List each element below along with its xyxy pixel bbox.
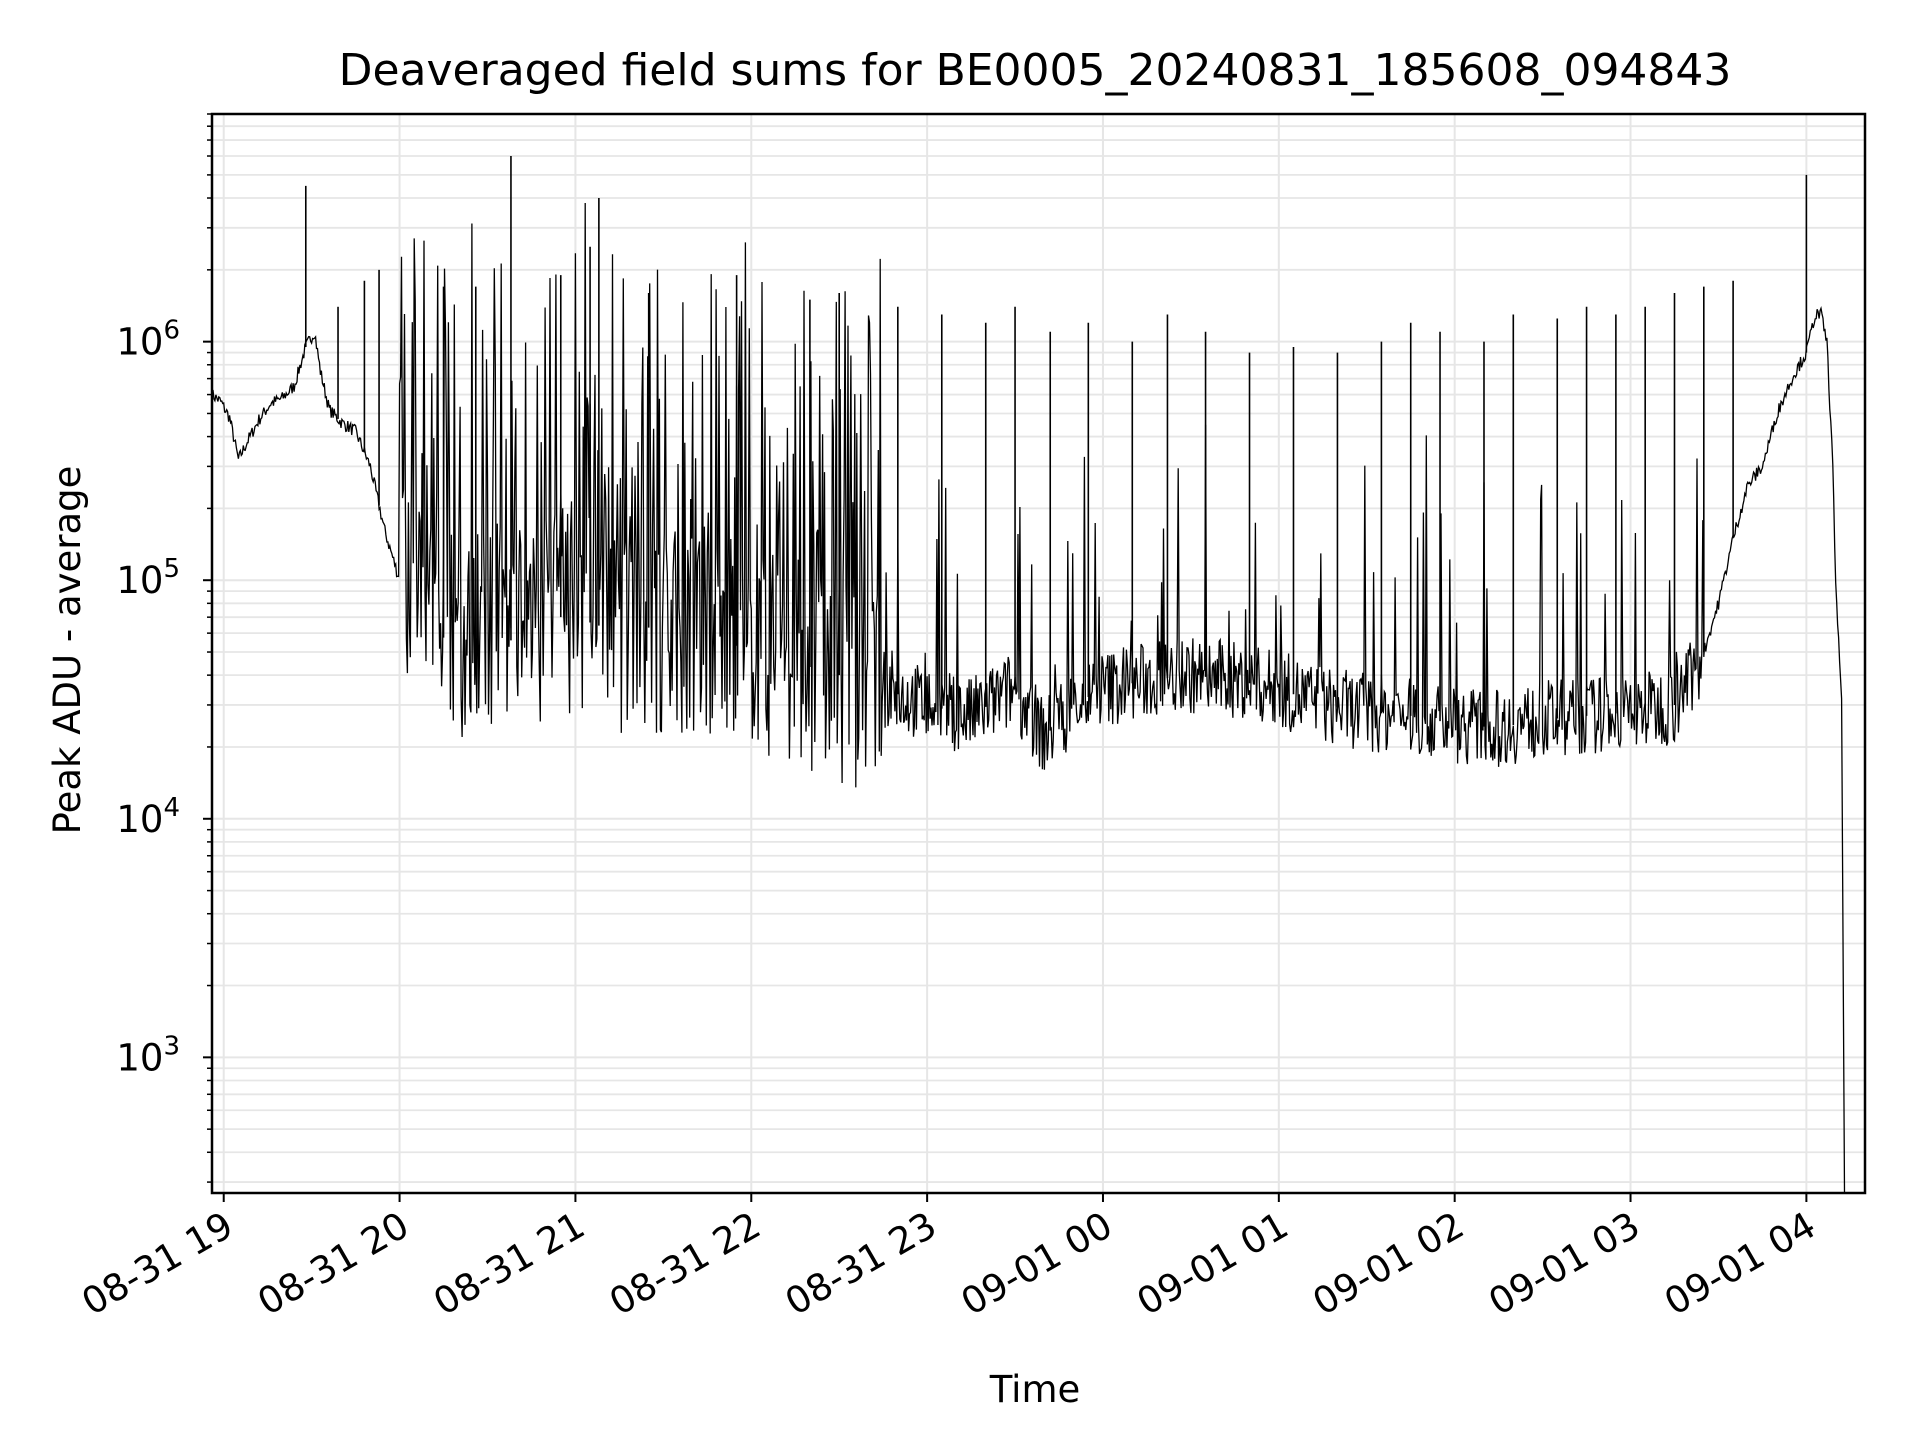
y-tick-label: 104 <box>116 793 180 841</box>
y-tick-label: 103 <box>116 1031 180 1079</box>
chart-title: Deaveraged field sums for BE0005_2024083… <box>339 45 1732 96</box>
grid <box>212 113 1865 1193</box>
x-axis-label: Time <box>989 1368 1081 1411</box>
plot-frame <box>210 112 1867 1195</box>
y-tick-label: 106 <box>116 316 180 364</box>
series-layer <box>211 156 1846 1194</box>
series-line <box>211 202 1846 1194</box>
y-axis-label: Peak ADU - average <box>46 466 89 835</box>
y-tick-label: 105 <box>116 554 180 602</box>
